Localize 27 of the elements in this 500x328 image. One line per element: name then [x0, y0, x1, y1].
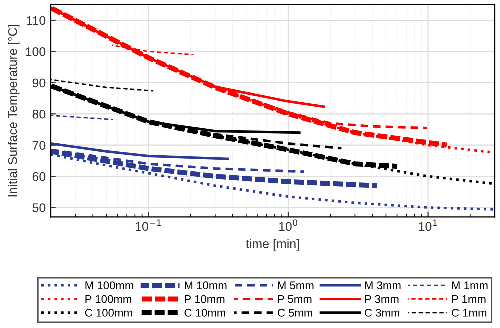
legend-label: P 5mm [278, 295, 312, 304]
y-tick-label: 90 [32, 78, 46, 88]
y-axis-title: Initial Surface Temperature [°C] [8, 25, 20, 197]
y-tick-label: 110 [27, 16, 46, 26]
x-axis-title: time [min] [246, 239, 300, 251]
legend-label: M 5mm [278, 282, 314, 290]
legend-label: M 10mm [185, 282, 227, 290]
y-tick-label: 80 [32, 110, 46, 119]
legend-label: C 10mm [184, 309, 226, 317]
legend-label: M 1mm [452, 282, 488, 290]
y-tick-label: 60 [32, 172, 46, 182]
x-tick-label: 10$^{1}$ [419, 220, 438, 232]
legend-label: P 10mm [185, 295, 225, 304]
legend-label: P 3mm [365, 295, 399, 304]
legend-label: C 3mm [365, 309, 400, 317]
x-tick-label: 10$^{−1}$ [136, 220, 162, 232]
legend-label: M 3mm [365, 282, 401, 290]
y-tick-label: 100 [26, 48, 46, 56]
legend-label: P 100mm [86, 295, 132, 304]
y-tick-label: 70 [32, 141, 46, 150]
legend-label: P 1mm [452, 295, 486, 304]
legend-label: C 100mm [85, 309, 132, 317]
legend-label: C 5mm [278, 309, 312, 317]
x-tick-label: 10$^{0}$ [279, 220, 298, 232]
y-tick-label: 50 [32, 204, 46, 212]
legend-label: C 1mm [452, 309, 487, 317]
legend-label: M 100mm [86, 282, 134, 290]
